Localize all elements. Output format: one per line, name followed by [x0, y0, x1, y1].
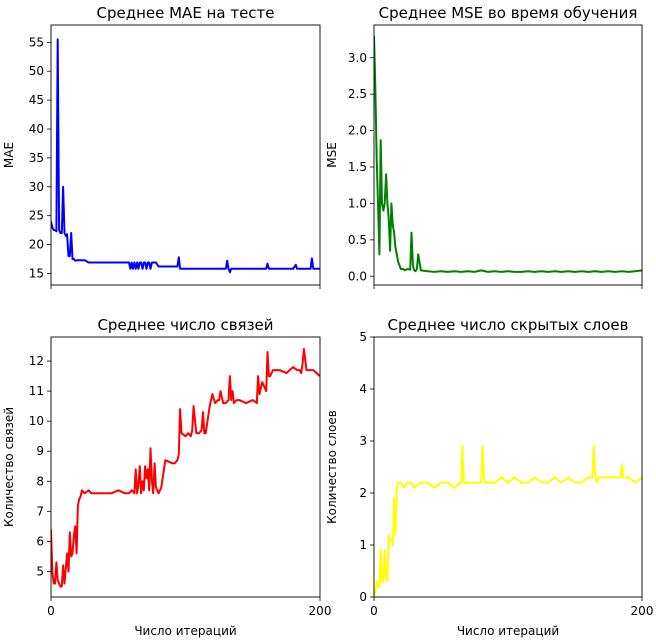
series-line — [374, 445, 642, 597]
x-tick-label: 0 — [47, 604, 55, 618]
y-tick-label: 12 — [29, 354, 44, 368]
chart-panel-4: Среднее число скрытых слоев 0 1 2 3 4 5 0 200 Кол… — [325, 316, 653, 638]
plot-frame — [50, 24, 321, 286]
y-tick-label: 0 — [359, 590, 367, 604]
plot-frame — [373, 336, 643, 598]
y-tick-label: 9 — [36, 444, 44, 458]
y-tick-label: 25 — [29, 209, 44, 223]
y-tick-label: 35 — [29, 151, 44, 165]
y-tick-label: 11 — [29, 384, 44, 398]
y-tick-label: 2.0 — [348, 124, 367, 138]
plot-frame — [50, 336, 321, 598]
y-tick-label: 1.5 — [348, 160, 367, 174]
chart-title: Среднее число связей — [97, 316, 273, 334]
y-tick-label: 8 — [36, 474, 44, 488]
y-tick-label: 15 — [29, 266, 44, 280]
chart-title: Среднее число скрытых слоев — [388, 316, 629, 334]
series-line — [374, 35, 642, 273]
y-tick-label: 0.0 — [348, 269, 367, 283]
y-tick-label: 5 — [36, 564, 44, 578]
y-tick-label: 7 — [36, 504, 44, 518]
plot-frame — [373, 24, 643, 286]
x-tick-label: 200 — [309, 604, 332, 618]
y-axis-label: MAE — [2, 142, 16, 168]
y-tick-label: 6 — [36, 534, 44, 548]
y-tick-label: 55 — [29, 35, 44, 49]
y-tick-label: 2.5 — [348, 87, 367, 101]
series-line — [51, 38, 320, 274]
y-tick-label: 40 — [29, 122, 44, 136]
y-tick-label: 30 — [29, 180, 44, 194]
y-tick-label: 2 — [359, 486, 367, 500]
x-axis-label: Число итераций — [457, 624, 559, 638]
y-tick-label: 3 — [359, 434, 367, 448]
x-tick-label: 200 — [631, 604, 654, 618]
y-tick-label: 10 — [29, 414, 44, 428]
x-tick-label: 0 — [370, 604, 378, 618]
chart-panel-1: Среднее MAE на тесте 15 20 25 30 35 40 45 50 55 MA… — [2, 4, 321, 289]
x-axis-label: Число итераций — [134, 624, 236, 638]
y-tick-label: 0.5 — [348, 233, 367, 247]
series-line — [51, 348, 320, 588]
y-axis-label: MSE — [325, 142, 339, 168]
y-tick-label: 20 — [29, 238, 44, 252]
y-tick-label: 50 — [29, 64, 44, 78]
y-tick-label: 5 — [359, 330, 367, 344]
chart-title: Среднее MSE во время обучения — [379, 4, 638, 22]
y-axis-label: Количество слоев — [325, 410, 339, 524]
y-tick-label: 45 — [29, 93, 44, 107]
y-tick-label: 1.0 — [348, 196, 367, 210]
y-tick-label: 4 — [359, 382, 367, 396]
chart-title: Среднее MAE на тесте — [96, 4, 274, 22]
chart-panel-3: Среднее число связей 5 6 7 8 9 10 11 12 0 200 Колич… — [2, 316, 331, 638]
y-axis-label: Количество связей — [2, 407, 16, 527]
chart-panel-2: Среднее MSE во время обучения 0.0 0.5 1.0 1.… — [325, 4, 643, 289]
y-tick-label: 3.0 — [348, 51, 367, 65]
y-tick-label: 1 — [359, 538, 367, 552]
